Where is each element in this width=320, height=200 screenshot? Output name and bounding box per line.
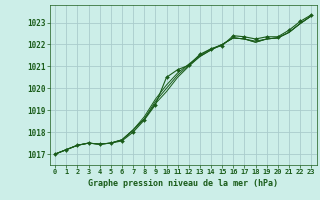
X-axis label: Graphe pression niveau de la mer (hPa): Graphe pression niveau de la mer (hPa) [88, 179, 278, 188]
